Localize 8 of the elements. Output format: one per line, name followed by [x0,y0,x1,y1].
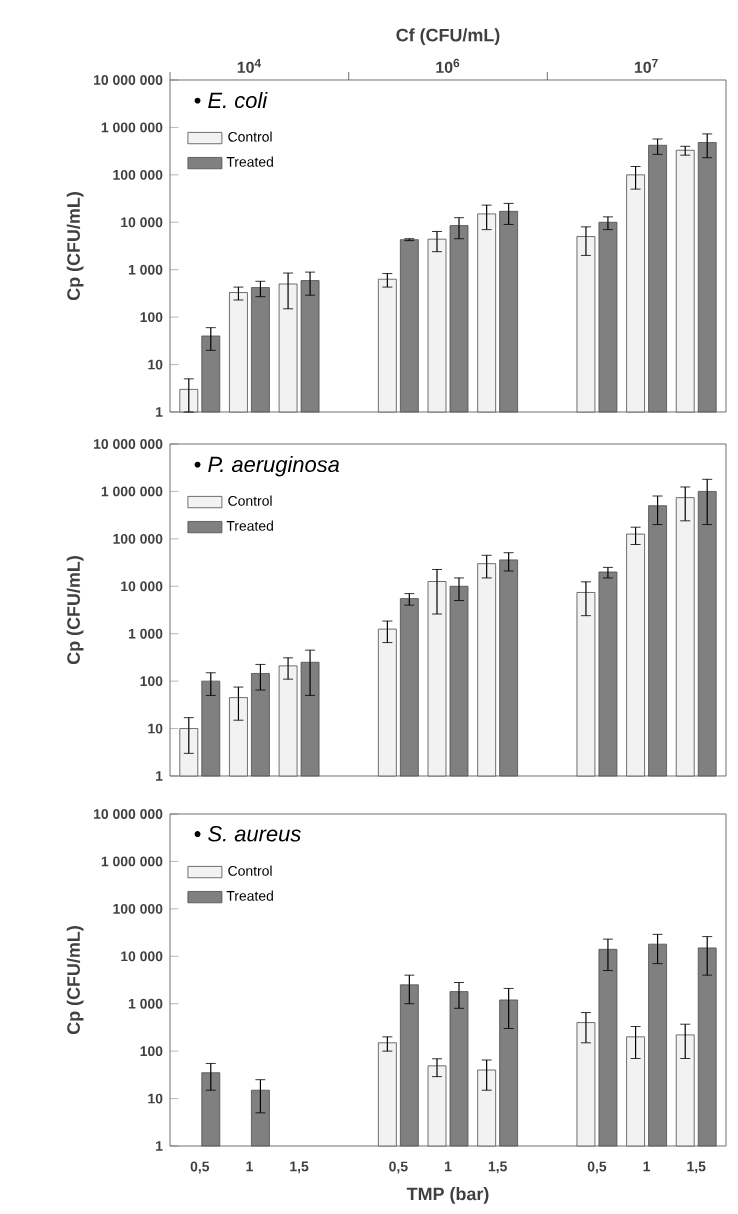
chart-title: • E. coli [194,92,268,109]
y-axis-title: Cp (CFU/mL) [66,192,84,301]
x2-axis-title: Cf (CFU/mL) [396,28,500,45]
y-axis-title: Cp (CFU/mL) [66,926,84,1035]
chart-title: • S. aureus [194,826,301,842]
x-axis-title: TMP (bar) [406,1187,489,1204]
text: • P. aeruginosa [194,456,340,477]
y-axis-title: Cp (CFU/mL) [66,556,84,665]
